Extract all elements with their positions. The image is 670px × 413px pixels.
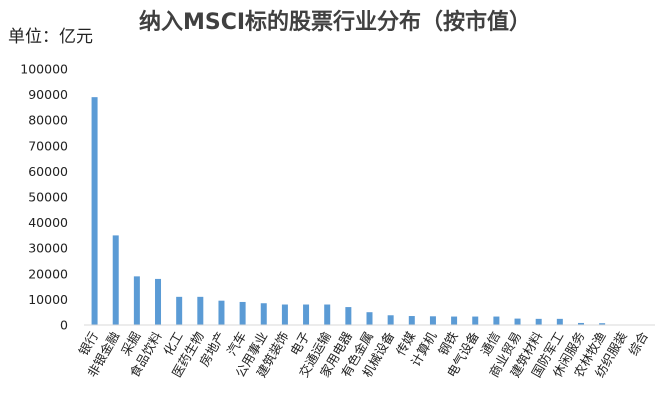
bar bbox=[197, 296, 204, 325]
bar bbox=[429, 316, 436, 325]
bar bbox=[514, 318, 521, 325]
y-tick-label: 0 bbox=[60, 318, 68, 333]
y-tick-label: 70000 bbox=[28, 138, 68, 153]
x-axis: 银行非银金融采掘食品饮料化工医药生物房地产汽车公用事业建筑装饰电子交通运输家用电… bbox=[76, 329, 652, 380]
bar bbox=[91, 97, 98, 325]
bar bbox=[556, 318, 563, 325]
bar bbox=[324, 304, 331, 325]
bar bbox=[239, 301, 246, 325]
chart-title: 纳入MSCI标的股票行业分布（按市值） bbox=[138, 10, 532, 35]
y-tick-label: 60000 bbox=[28, 164, 68, 179]
y-tick-label: 10000 bbox=[28, 292, 68, 307]
y-axis: 0 10000 20000 30000 40000 50000 60000 70000 8000… bbox=[20, 62, 68, 333]
bar bbox=[303, 304, 310, 325]
y-tick-label: 20000 bbox=[28, 266, 68, 281]
bar bbox=[281, 304, 288, 325]
bar bbox=[112, 235, 119, 325]
bars bbox=[91, 97, 627, 325]
bar bbox=[451, 316, 458, 325]
bar bbox=[599, 323, 606, 325]
bar bbox=[408, 316, 415, 325]
bar bbox=[260, 303, 267, 325]
y-tick-label: 80000 bbox=[28, 113, 68, 128]
y-tick-label: 40000 bbox=[28, 215, 68, 230]
bar bbox=[218, 300, 225, 325]
y-tick-label: 90000 bbox=[28, 87, 68, 102]
bar bbox=[472, 316, 479, 325]
bar bbox=[535, 318, 542, 325]
bar bbox=[577, 322, 584, 325]
bar bbox=[493, 316, 500, 325]
unit-label: 单位：亿元 bbox=[8, 27, 93, 47]
bar bbox=[176, 296, 183, 325]
bar bbox=[133, 276, 140, 325]
bar bbox=[155, 278, 162, 325]
bar bbox=[345, 307, 352, 325]
bar bbox=[366, 312, 373, 325]
y-tick-label: 100000 bbox=[20, 62, 68, 77]
y-tick-label: 50000 bbox=[28, 190, 68, 205]
y-tick-label: 30000 bbox=[28, 241, 68, 256]
x-tick-label: 综合 bbox=[626, 329, 652, 359]
bar bbox=[387, 315, 394, 325]
